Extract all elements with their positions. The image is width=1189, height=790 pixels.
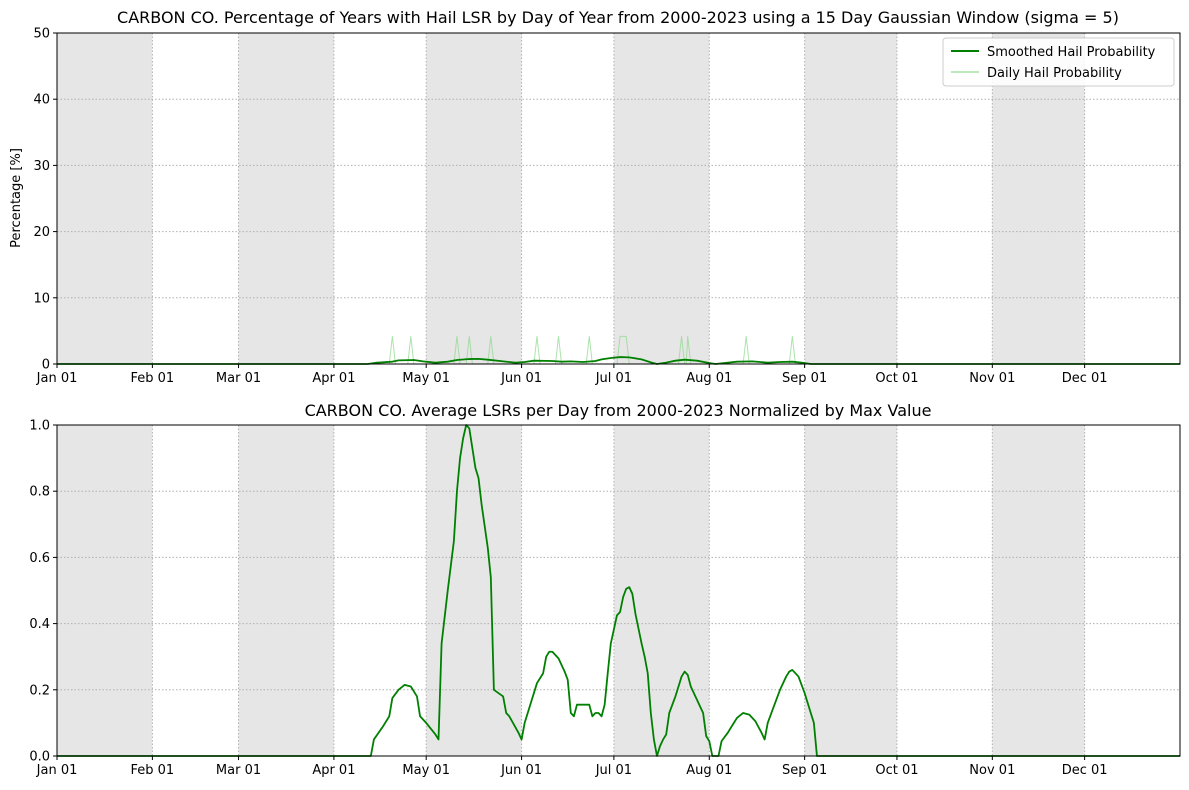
month-band	[426, 425, 522, 756]
x-tick-label: Jun 01	[500, 371, 542, 386]
y-tick-label: 0.0	[29, 750, 50, 765]
legend-label-daily: Daily Hail Probability	[987, 66, 1122, 81]
y-tick-label: 0.6	[29, 551, 50, 566]
bottom-chart-y-ticks: 0.0 0.2 0.4 0.6 0.8 1.0	[29, 419, 57, 765]
x-tick-label: Dec 01	[1062, 763, 1108, 778]
month-band	[57, 33, 153, 364]
y-tick-label: 50	[33, 27, 50, 42]
y-tick-label: 0	[42, 358, 50, 373]
top-series-smoothed-hail-probability	[57, 356, 1180, 365]
x-tick-label: Oct 01	[875, 763, 918, 778]
x-tick-label: Jul 01	[595, 371, 632, 386]
y-tick-label: 30	[33, 159, 50, 174]
x-tick-label: Apr 01	[312, 371, 355, 386]
top-chart: CARBON CO. Percentage of Years with Hail…	[9, 8, 1181, 386]
x-tick-label: Jan 01	[36, 371, 78, 386]
bottom-chart-grid	[57, 425, 1180, 756]
legend-label-smoothed: Smoothed Hail Probability	[987, 45, 1156, 60]
bottom-series-line	[57, 424, 1180, 757]
x-tick-label: Oct 01	[875, 371, 918, 386]
top-chart-y-axis-label: Percentage [%]	[9, 148, 24, 248]
x-tick-label: Jan 01	[36, 763, 78, 778]
y-tick-label: 0.8	[29, 485, 50, 500]
month-band	[57, 425, 153, 756]
month-band	[992, 425, 1085, 756]
bottom-chart: CARBON CO. Average LSRs per Day from 200…	[29, 401, 1181, 778]
x-tick-label: May 01	[402, 371, 450, 386]
x-tick-label: May 01	[402, 763, 450, 778]
y-tick-label: 0.4	[29, 617, 50, 632]
x-tick-label: Feb 01	[131, 371, 175, 386]
bottom-chart-plot-frame	[56, 424, 1181, 757]
top-chart-y-ticks: 0 10 20 30 40 50	[33, 27, 57, 373]
month-band	[426, 33, 522, 364]
x-tick-label: Jun 01	[500, 763, 542, 778]
month-band	[238, 33, 334, 364]
bottom-chart-month-bands	[57, 425, 1085, 756]
y-tick-label: 1.0	[29, 419, 50, 434]
top-chart-grid	[57, 33, 1180, 364]
x-tick-label: Jul 01	[595, 763, 632, 778]
legend-box	[942, 37, 1175, 87]
top-chart-legend: Smoothed Hail Probability Daily Hail Pro…	[942, 37, 1175, 87]
x-tick-label: Feb 01	[131, 763, 175, 778]
x-tick-label: Sep 01	[782, 371, 827, 386]
month-band	[238, 425, 334, 756]
top-chart-month-bands	[57, 33, 1085, 364]
x-tick-label: Apr 01	[312, 763, 355, 778]
month-band	[613, 33, 710, 364]
x-tick-label: Aug 01	[686, 371, 732, 386]
month-band	[613, 425, 710, 756]
bottom-chart-x-ticks: Jan 01 Feb 01 Mar 01 Apr 01 May 01 Jun 01 Jul …	[36, 756, 1108, 778]
top-chart-x-ticks: Jan 01 Feb 01 Mar 01 Apr 01 May 01 Jun 01 Jul …	[36, 364, 1108, 386]
month-band	[804, 425, 897, 756]
y-tick-label: 20	[33, 225, 50, 240]
x-tick-label: Nov 01	[969, 371, 1015, 386]
bottom-chart-title: CARBON CO. Average LSRs per Day from 200…	[305, 401, 932, 420]
y-tick-label: 10	[33, 291, 50, 306]
x-tick-label: Dec 01	[1062, 371, 1108, 386]
bottom-chart-series	[57, 424, 1180, 757]
x-tick-label: Mar 01	[216, 763, 261, 778]
top-chart-title: CARBON CO. Percentage of Years with Hail…	[117, 8, 1119, 27]
y-tick-label: 40	[33, 93, 50, 108]
top-chart-plot-frame	[56, 32, 1181, 365]
x-tick-label: Sep 01	[782, 763, 827, 778]
month-band	[804, 33, 897, 364]
x-tick-label: Nov 01	[969, 763, 1015, 778]
x-tick-label: Mar 01	[216, 371, 261, 386]
x-tick-label: Aug 01	[686, 763, 732, 778]
month-band	[992, 33, 1085, 364]
y-tick-label: 0.2	[29, 683, 50, 698]
